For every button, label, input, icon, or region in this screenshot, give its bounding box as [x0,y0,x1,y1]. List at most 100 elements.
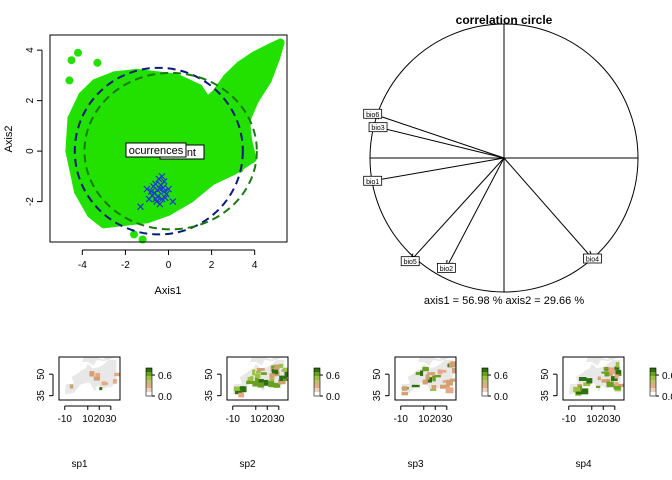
environment-point [76,139,85,148]
arrow-shaft [503,157,593,259]
suitability-cell [446,379,454,386]
environment-point [199,126,208,135]
suitability-cell [255,373,261,379]
x-tick-label: -4 [78,260,87,271]
x-axis: -4 -2 0 2 4 [78,249,258,271]
suitability-cell [425,374,430,380]
scandinavia-shape [78,357,117,366]
environment-point [186,105,195,113]
arrow-label: bio6 [366,112,379,119]
map-content [232,357,288,398]
suitability-cell [112,379,117,384]
environment-point [276,38,285,47]
environment-point [150,212,159,221]
map-sp2: -10 10 20 30 35 50 0.6 0.0 sp2 [204,356,340,470]
environment-point [107,163,116,172]
arrow-label-box [400,256,420,267]
x-tick-label: 0 [166,260,172,271]
environment-point [108,97,117,106]
plot-frame [49,34,288,243]
legend-tick-label: 0.0 [158,392,172,403]
environment-point [250,51,259,60]
suitability-cell [69,384,74,389]
suitability-cell [610,376,618,381]
y-tick-label: 0 [25,148,36,154]
suitability-cell [431,385,437,390]
suitability-cell [615,362,620,368]
legend-swatch [650,368,656,373]
arrow-label: bio3 [371,125,384,132]
legend-frame [481,367,489,397]
environment-label-text: nt [187,147,196,159]
environment-point [215,161,224,170]
suitability-cell [254,377,259,383]
environment-point [77,126,86,135]
legend-swatch [482,388,488,393]
legend-swatch [650,392,656,397]
y-axis-label: Axis2 [3,126,15,153]
suitability-cell [432,375,436,382]
ocurrences-ellipse [73,66,244,236]
suitability-cell [279,375,288,382]
legend-tick-label: 0.0 [494,392,508,403]
environment-point [264,62,272,71]
occurrence-points [137,172,177,211]
suitability-cell [573,386,581,393]
environment-point [109,198,118,207]
suitability-cell [246,380,254,385]
suitability-cell [595,385,601,388]
suitability-cell [615,369,622,375]
x-tick-label: 4 [252,260,258,271]
environment-point [116,137,125,146]
suitability-cell [114,372,120,377]
suitability-cell [614,382,619,387]
environment-point [107,104,116,112]
suitability-cell [256,368,265,371]
legend-swatch [314,384,320,389]
occurrence-point [154,186,162,194]
environment-point [164,73,173,82]
map-sp3: -10 10 20 30 35 50 0.6 0.0 sp3 [372,356,508,470]
y-tick-label: -2 [25,197,36,206]
map-y-tick-label: 35 [372,390,383,402]
environment-point [65,76,74,85]
europe-shape [64,359,117,395]
map-y-tick-label: 50 [540,368,551,380]
suitability-cell [252,381,259,387]
environment-point [228,97,236,106]
suitability-cell [401,392,409,396]
legend-swatch [650,376,656,381]
map-y-tick-label: 50 [36,368,47,380]
legend-swatch [314,372,320,377]
environment-point [101,186,110,195]
arrow-label: bio1 [366,179,379,186]
arrow-bio5: bio5 [400,157,505,267]
suitability-cell [283,378,288,381]
environment-point [132,167,141,176]
environment-point [241,91,250,100]
suitability-cell [606,381,614,388]
environment-point [128,174,137,183]
arrow-label-box [363,175,383,186]
occurrences-label-box [125,142,187,158]
scandinavia-shape [582,357,621,366]
legend-swatch [146,384,152,389]
suitability-cell [258,379,264,383]
environment-point [226,111,235,120]
environment-point [222,73,231,82]
scandinavia-shape [246,357,285,366]
environment-point [185,89,194,98]
map-content [400,357,456,396]
map-x-tick-label: 10 [586,414,598,425]
environment-point [225,154,234,163]
environment-point [123,165,132,174]
map-content [64,357,120,395]
environment-point [135,123,144,132]
environment-point [142,160,151,169]
environment-point [141,101,150,110]
occurrences-label-text: ocurrences [129,145,184,157]
environment-point [170,130,179,139]
legend-swatch [314,368,320,373]
environment-point [67,114,76,123]
